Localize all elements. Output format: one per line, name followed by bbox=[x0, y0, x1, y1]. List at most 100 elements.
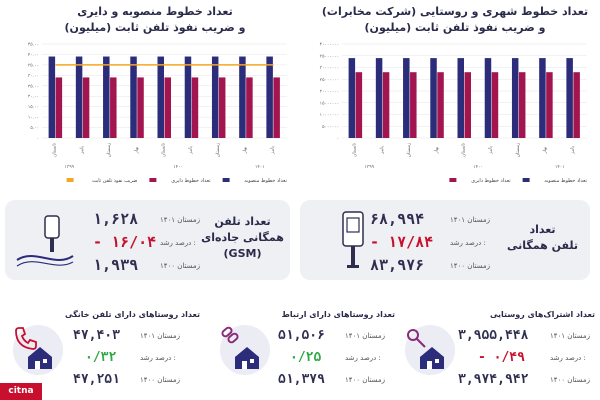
y-tick-label: ۰ bbox=[337, 137, 339, 142]
home-phone-villages-g: ۰/۳۲ bbox=[85, 350, 117, 365]
bar-تعداد-خطوط-منصوبه bbox=[539, 58, 546, 138]
bar-تعداد-خطوط-دایری bbox=[164, 77, 171, 138]
legend-label: ضریب نفوذ تلفن ثابت bbox=[92, 178, 137, 184]
y-tick-label: ۱۵.۰۰ bbox=[28, 105, 39, 110]
connected-villages-v1: ۵۱,۵۰۶ bbox=[278, 328, 325, 343]
rural-subs-v2-label: زمستان ۱۴۰۰ bbox=[550, 376, 591, 384]
connected-villages-section: تعداد روستاهای دارای ارتباط ۵۱,۵۰۶ زمستا… bbox=[210, 310, 400, 400]
legend-swatch bbox=[522, 178, 530, 182]
bar-تعداد-خطوط-منصوبه bbox=[566, 58, 573, 138]
rural-subs-title: تعداد اشتراک‌های روستایی bbox=[489, 310, 595, 319]
bar-تعداد-خطوط-دایری bbox=[382, 72, 390, 138]
bar-تعداد-خطوط-دایری bbox=[491, 72, 499, 138]
gsm-card: ۱,۶۲۸ زمستان ۱۴۰۱ - ۱۶/۰۴ درصد رشد : ۱,۹… bbox=[5, 200, 290, 280]
legend-label: تعداد خطوط منصوبه bbox=[244, 178, 287, 184]
connected-villages-g-label: درصد رشد : bbox=[345, 354, 381, 362]
x-tick-label: تابستان bbox=[353, 142, 358, 157]
road-phone-icon bbox=[15, 210, 75, 270]
gsm-winter1400-value: ۱,۹۳۹ bbox=[93, 256, 139, 274]
y-tick-label: ۳۵۰۰۰۰۰۰ bbox=[320, 53, 339, 59]
x-tick-label: بهار bbox=[543, 147, 548, 155]
group-label: ۱۴۰۰ bbox=[173, 165, 183, 170]
rural-subs-v1-label: زمستان ۱۴۰۱ bbox=[550, 332, 591, 340]
public-winter1401-value: ۶۸,۹۹۴ bbox=[370, 210, 425, 228]
house-link-icon bbox=[220, 325, 270, 375]
bar-تعداد-خطوط-منصوبه bbox=[484, 58, 492, 138]
bar-تعداد-خطوط-دایری bbox=[273, 77, 280, 138]
connected-villages-v2-label: زمستان ۱۴۰۰ bbox=[345, 376, 386, 384]
rural-subs-section: تعداد اشتراک‌های روستایی ۳,۹۵۵,۴۴۸ زمستا… bbox=[400, 310, 595, 400]
public-winter1401-label: زمستان ۱۴۰۱ bbox=[450, 216, 491, 224]
bar-تعداد-خطوط-منصوبه bbox=[266, 56, 273, 138]
gsm-growth-value: - ۱۶/۰۴ bbox=[93, 233, 157, 251]
public-growth-label: درصد رشد : bbox=[450, 239, 486, 247]
bar-تعداد-خطوط-منصوبه bbox=[211, 56, 219, 138]
payphone-icon bbox=[340, 210, 366, 270]
x-tick-label: پاییز bbox=[570, 145, 575, 154]
y-tick-label: ۲۰.۰۰ bbox=[28, 95, 39, 100]
bar-تعداد-خطوط-منصوبه bbox=[184, 56, 192, 138]
home-phone-villages-section: تعداد روستاهای دارای تلفن خانگی ۴۷,۴۰۳ ز… bbox=[5, 310, 205, 400]
home-phone-villages-v2: ۴۷,۲۵۱ bbox=[73, 372, 120, 387]
public-winter1400-label: زمستان ۱۴۰۰ bbox=[450, 262, 491, 270]
gsm-winter1401-value: ۱,۶۲۸ bbox=[93, 210, 139, 228]
connected-villages-g: ۰/۲۵ bbox=[290, 350, 322, 365]
bar-تعداد-خطوط-منصوبه bbox=[75, 56, 83, 138]
group-label: ۱۴۰۱ bbox=[555, 165, 565, 170]
public-phone-card: ۶۸,۹۹۴ زمستان ۱۴۰۱ - ۱۷/۸۴ درصد رشد : ۸۳… bbox=[300, 200, 590, 280]
legend-swatch bbox=[149, 178, 157, 182]
legend-swatch bbox=[449, 178, 457, 182]
x-tick-label: تابستان bbox=[162, 142, 167, 157]
group-label: ۱۴۰۱ bbox=[255, 165, 265, 170]
bar-تعداد-خطوط-دایری bbox=[410, 72, 417, 138]
gsm-winter1401-label: زمستان ۱۴۰۱ bbox=[160, 216, 201, 224]
connected-villages-v1-label: زمستان ۱۴۰۱ bbox=[345, 332, 386, 340]
public-winter1400-value: ۸۳,۹۷۶ bbox=[370, 256, 425, 274]
bar-تعداد-خطوط-دایری bbox=[518, 72, 526, 138]
bar-تعداد-خطوط-دایری bbox=[573, 72, 580, 138]
x-tick-label: زمستان bbox=[407, 143, 412, 158]
chart-title-left: تعداد خطوط منصوبه و دایری و ضریب نفوذ تل… bbox=[64, 5, 246, 34]
gsm-growth-label: درصد رشد : bbox=[160, 239, 196, 247]
bar-تعداد-خطوط-دایری bbox=[82, 77, 90, 138]
public-growth-value: - ۱۷/۸۴ bbox=[370, 233, 434, 251]
y-tick-label: ۲۵.۰۰ bbox=[28, 84, 39, 89]
y-tick-label: ۳۵.۰۰ bbox=[28, 62, 39, 68]
bar-تعداد-خطوط-منصوبه bbox=[403, 58, 410, 138]
bar-تعداد-خطوط-منصوبه bbox=[375, 58, 383, 138]
bar-تعداد-خطوط-منصوبه bbox=[348, 58, 356, 138]
y-tick-label: ۳۰۰۰۰۰۰۰ bbox=[320, 65, 339, 71]
y-tick-label: ۱۰.۰۰ bbox=[28, 116, 39, 121]
group-label: ۱۳۹۹ bbox=[364, 164, 374, 170]
x-tick-label: تابستان bbox=[462, 142, 467, 157]
chart-title-right: تعداد خطوط شهری و روستایی (شرکت مخابرات)… bbox=[321, 5, 589, 34]
bar-تعداد-خطوط-دایری bbox=[137, 77, 144, 138]
x-tick-label: زمستان bbox=[516, 143, 521, 158]
legend-swatch bbox=[222, 178, 230, 182]
home-phone-villages-v2-label: زمستان ۱۴۰۰ bbox=[140, 376, 181, 384]
x-tick-label: بهار bbox=[434, 147, 439, 155]
y-tick-label: ۲۵۰۰۰۰۰۰ bbox=[320, 78, 339, 83]
bar-تعداد-خطوط-منصوبه bbox=[130, 56, 137, 138]
bar-تعداد-خطوط-منصوبه bbox=[157, 56, 164, 138]
x-tick-label: بهار bbox=[243, 147, 248, 155]
bar-تعداد-خطوط-دایری bbox=[437, 72, 444, 138]
bar-تعداد-خطوط-منصوبه bbox=[457, 58, 464, 138]
gsm-card-title: تعداد تلفن همگانی جاده‌ای (GSM) bbox=[201, 215, 284, 260]
x-tick-label: زمستان bbox=[107, 143, 112, 158]
x-tick-label: پاییز bbox=[380, 145, 385, 154]
group-label: ۱۳۹۹ bbox=[64, 164, 74, 170]
rural-subs-v2: ۳,۹۷۴,۹۴۲ bbox=[458, 372, 529, 387]
x-tick-label: زمستان bbox=[216, 143, 221, 158]
x-tick-label: تابستان bbox=[53, 142, 58, 157]
bar-تعداد-خطوط-دایری bbox=[355, 72, 363, 138]
connected-villages-v2: ۵۱,۳۷۹ bbox=[278, 372, 325, 387]
bar-تعداد-خطوط-منصوبه bbox=[239, 56, 246, 138]
house-network-icon bbox=[405, 325, 455, 375]
brand-logo: citna bbox=[0, 383, 42, 400]
rural-subs-g: - ۰/۴۹ bbox=[478, 350, 525, 365]
chart-left: ۴۵.۰۰ ۴۰.۰۰ ۳۵.۰۰ ۳۰.۰۰ ۲۵.۰۰ ۲۰.۰۰ ۱۵.۰۰ ۱۰.۰۰… bbox=[28, 43, 288, 185]
home-phone-villages-title: تعداد روستاهای دارای تلفن خانگی bbox=[65, 310, 200, 319]
public-card-title: تعداد تلفن همگانی bbox=[506, 223, 579, 252]
bar-تعداد-خطوط-منصوبه bbox=[430, 58, 437, 138]
